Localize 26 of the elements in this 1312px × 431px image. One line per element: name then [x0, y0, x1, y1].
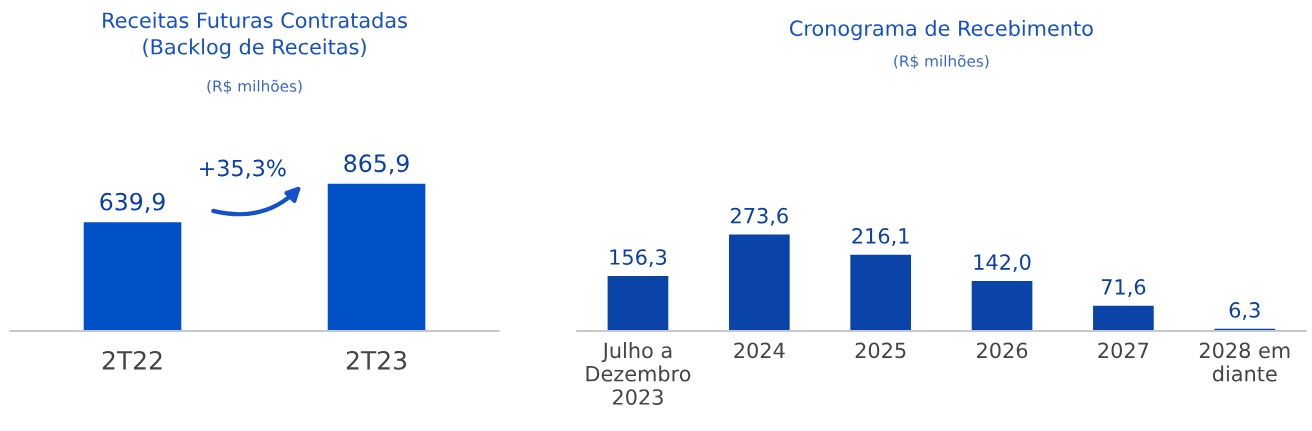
x-tick-label: 2024 — [734, 342, 785, 359]
x-tick-label: 2T23 — [346, 350, 407, 370]
bar — [850, 254, 912, 332]
bar — [1093, 305, 1154, 332]
x-tick-label: 2T22 — [102, 350, 162, 370]
data-label: 273,6 — [731, 207, 788, 226]
data-label: 142,0 — [974, 254, 1031, 273]
x-tick-label: Julho a Dezembro 2023 — [586, 342, 691, 405]
data-label: 865,9 — [344, 154, 409, 175]
bar — [971, 280, 1033, 332]
x-tick-label: 2028 em diante — [1199, 342, 1290, 382]
chart-subtitle: (R$ milhões) — [207, 79, 302, 94]
x-tick-label: 2026 — [977, 342, 1028, 359]
chart-title: Receitas Futuras Contratadas (Backlog de Receitas) — [103, 12, 407, 59]
data-label: 71,6 — [1101, 279, 1146, 297]
chart-title: Cronograma de Recebimento — [789, 20, 1093, 41]
bar — [607, 275, 669, 332]
text: +35,3% — [200, 159, 286, 179]
bar — [728, 234, 790, 332]
x-tick-label: 2025 — [855, 342, 906, 359]
data-label: 156,3 — [610, 249, 667, 268]
x-tick-label: 2027 — [1098, 342, 1149, 359]
data-label: 639,9 — [100, 192, 165, 214]
data-label: 6,3 — [1229, 302, 1260, 320]
data-label: 216,1 — [852, 228, 909, 246]
chart-subtitle: (R$ milhões) — [894, 54, 989, 69]
